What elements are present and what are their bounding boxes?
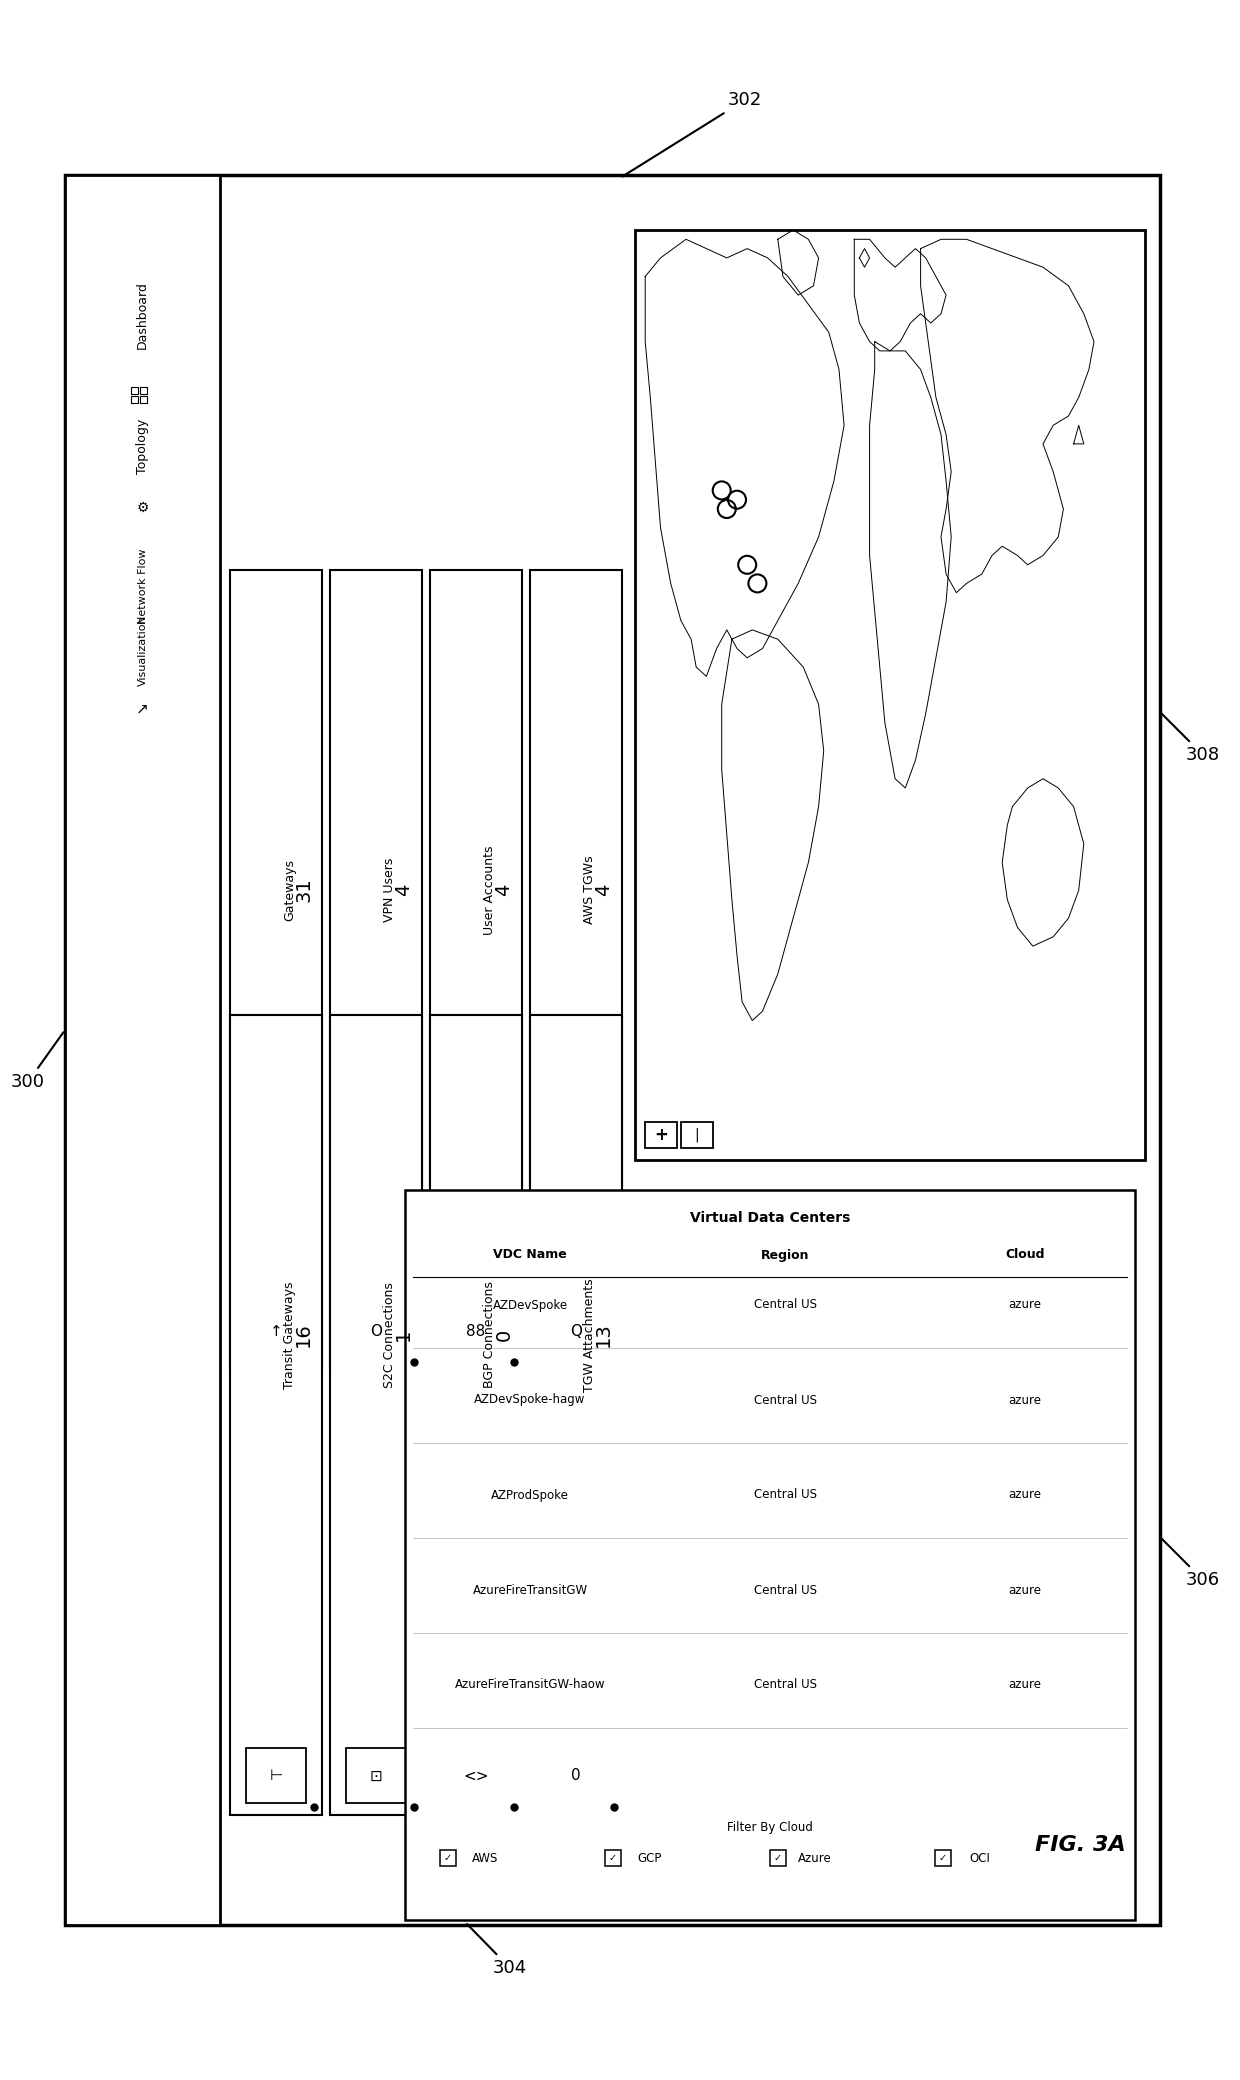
- Text: TGW Attachments: TGW Attachments: [583, 1279, 596, 1392]
- Text: ↑: ↑: [269, 1323, 283, 1340]
- Text: 0: 0: [495, 1329, 513, 1342]
- Text: AzureFireTransitGW-haow: AzureFireTransitGW-haow: [455, 1679, 605, 1691]
- Bar: [407, 1633, 1133, 1728]
- Bar: [130, 395, 138, 404]
- Text: 1: 1: [394, 1329, 413, 1342]
- Bar: [246, 1302, 306, 1358]
- Text: azure: azure: [1008, 1298, 1042, 1312]
- Text: ✓: ✓: [939, 1853, 947, 1864]
- Text: 0: 0: [572, 1768, 580, 1783]
- Text: FIG. 3A: FIG. 3A: [1034, 1835, 1126, 1855]
- Text: S2C Connections: S2C Connections: [383, 1281, 397, 1387]
- Text: ✓: ✓: [774, 1853, 782, 1864]
- Text: Central US: Central US: [754, 1394, 816, 1406]
- Text: Filter By Cloud: Filter By Cloud: [727, 1822, 813, 1835]
- Bar: [139, 395, 146, 404]
- Text: Virtual Data Centers: Virtual Data Centers: [689, 1211, 851, 1225]
- Bar: [346, 1302, 405, 1358]
- Bar: [64, 175, 219, 1924]
- Text: Gateways: Gateways: [283, 859, 296, 921]
- Text: azure: azure: [1008, 1394, 1042, 1406]
- Text: Dashboard: Dashboard: [136, 281, 149, 349]
- Bar: [430, 570, 522, 1371]
- Text: <>: <>: [464, 1768, 489, 1783]
- Text: AzureFireTransitGW: AzureFireTransitGW: [472, 1583, 588, 1597]
- Bar: [770, 1849, 786, 1866]
- Text: azure: azure: [1008, 1583, 1042, 1597]
- Text: Azure: Azure: [799, 1851, 832, 1864]
- Text: 13: 13: [594, 1323, 614, 1348]
- Text: AZDevSpoke-hagw: AZDevSpoke-hagw: [475, 1394, 585, 1406]
- Text: AZProdSpoke: AZProdSpoke: [491, 1489, 569, 1502]
- Text: 4: 4: [495, 884, 513, 896]
- Text: BGP Connections: BGP Connections: [484, 1281, 496, 1389]
- Bar: [405, 1190, 1135, 1920]
- Bar: [546, 1302, 606, 1358]
- Bar: [446, 1747, 506, 1803]
- Bar: [546, 1747, 606, 1803]
- Bar: [529, 1015, 622, 1816]
- Text: VPN Users: VPN Users: [383, 857, 397, 921]
- Text: ↗: ↗: [136, 701, 149, 716]
- Bar: [229, 570, 322, 1371]
- Text: +: +: [653, 1125, 668, 1144]
- Text: AWS TGWs: AWS TGWs: [583, 855, 596, 924]
- Text: Q: Q: [570, 1323, 582, 1340]
- Text: Topology: Topology: [136, 418, 149, 474]
- Text: Region: Region: [761, 1248, 810, 1260]
- Bar: [407, 1444, 1133, 1537]
- Text: ✓: ✓: [609, 1853, 618, 1864]
- Text: 308: 308: [1159, 711, 1220, 763]
- Bar: [605, 1849, 621, 1866]
- Text: Central US: Central US: [754, 1679, 816, 1691]
- Bar: [229, 1015, 322, 1816]
- Bar: [346, 1747, 405, 1803]
- Text: Transit Gateways: Transit Gateways: [283, 1281, 296, 1389]
- Text: 88: 88: [466, 1323, 486, 1340]
- Text: 306: 306: [1159, 1537, 1220, 1589]
- Text: Central US: Central US: [754, 1298, 816, 1312]
- Bar: [430, 1015, 522, 1816]
- Bar: [529, 570, 622, 1371]
- Text: Cloud: Cloud: [1006, 1248, 1045, 1260]
- Text: 300: 300: [11, 1032, 63, 1092]
- Text: azure: azure: [1008, 1679, 1042, 1691]
- Text: ⚙: ⚙: [136, 501, 149, 514]
- Bar: [645, 1121, 677, 1148]
- Text: AWS: AWS: [471, 1851, 498, 1864]
- Text: 16: 16: [294, 1323, 314, 1348]
- Text: VDC Name: VDC Name: [494, 1248, 567, 1260]
- Bar: [130, 387, 138, 393]
- Text: ⊡: ⊡: [370, 1768, 382, 1783]
- Bar: [440, 1849, 456, 1866]
- Bar: [246, 1747, 306, 1803]
- Text: 4: 4: [394, 884, 413, 896]
- Bar: [446, 1302, 506, 1358]
- Text: azure: azure: [1008, 1489, 1042, 1502]
- Text: ✓: ✓: [444, 1853, 453, 1864]
- Text: AZDevSpoke: AZDevSpoke: [492, 1298, 568, 1312]
- Text: User Accounts: User Accounts: [484, 844, 496, 934]
- Text: OCI: OCI: [970, 1851, 991, 1864]
- Text: 4: 4: [594, 884, 614, 896]
- Text: Network Flow: Network Flow: [138, 549, 148, 624]
- Text: 304: 304: [467, 1924, 527, 1976]
- Text: Visualization: Visualization: [138, 616, 148, 686]
- Text: 31: 31: [294, 878, 314, 903]
- Text: 302: 302: [622, 92, 763, 177]
- Bar: [64, 175, 1159, 1924]
- Text: GCP: GCP: [637, 1851, 662, 1864]
- Text: O: O: [370, 1323, 382, 1340]
- Bar: [407, 1252, 1133, 1348]
- Bar: [330, 1015, 422, 1816]
- Text: Central US: Central US: [754, 1583, 816, 1597]
- Bar: [635, 231, 1145, 1161]
- Text: Central US: Central US: [754, 1489, 816, 1502]
- Bar: [681, 1121, 713, 1148]
- Text: |: |: [694, 1127, 699, 1142]
- Text: ⊢: ⊢: [269, 1768, 283, 1783]
- Bar: [330, 570, 422, 1371]
- Bar: [139, 387, 146, 393]
- Bar: [935, 1849, 951, 1866]
